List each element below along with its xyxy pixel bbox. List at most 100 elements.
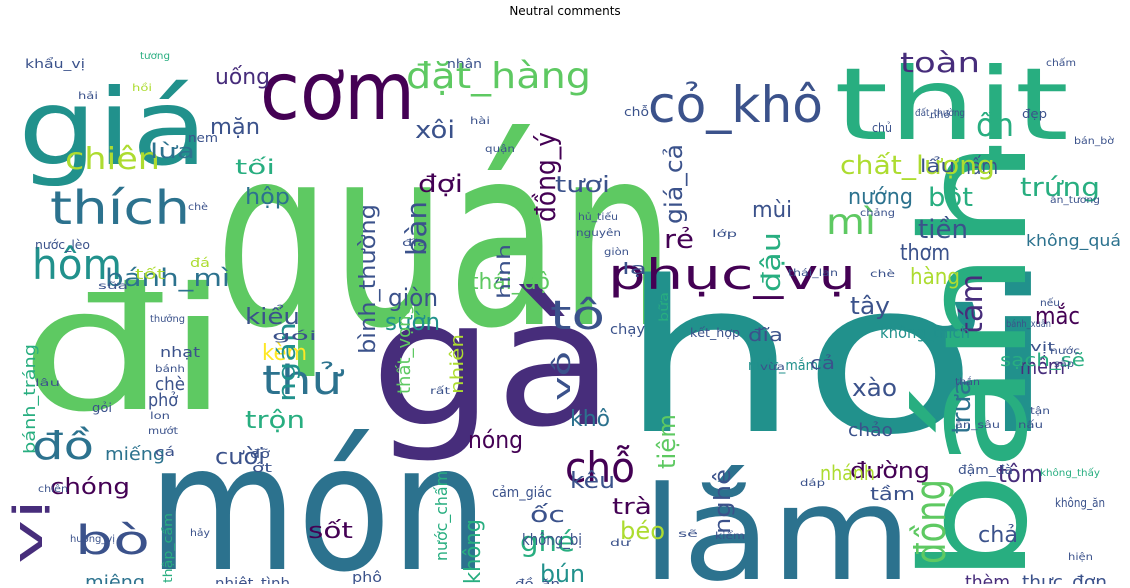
word-66: miếng [105,444,165,465]
word-171: bánh [155,363,185,375]
word-46: hàng [910,265,960,290]
word-1: hơi [618,236,1058,481]
word-28: toàn [900,46,980,79]
word-90: giá_cả [660,144,688,224]
word-161: hương_vị [70,534,115,545]
word-67: cười [215,445,265,470]
word-65: khô [570,407,610,432]
word-80: chả [978,523,1018,548]
word-49: thái_độ [470,270,550,295]
word-112: tốt [135,266,166,283]
word-52: giòn [388,284,438,312]
word-51: tám [955,274,990,334]
word-172: kiểm [715,529,745,542]
word-93: thất_vọng [394,304,415,394]
word-15: chiên [65,142,160,177]
word-130: thập_cẩm [161,513,175,583]
word-78: béo [620,517,665,545]
word-10: cỏ_khô [648,76,823,134]
word-20: đồng [906,479,955,564]
word-88: vô [548,351,576,401]
word-68: nóng [468,426,523,454]
word-169: rất [430,385,450,397]
word-114: nem [188,131,218,145]
word-143: thái_lan [788,267,838,279]
word-111: chủ [872,121,892,135]
word-159: nước [1050,345,1080,357]
word-33: đợi [418,170,463,198]
word-38: bột [928,183,973,213]
word-158: nếu [1040,297,1060,309]
word-151: ăn_tương [1050,195,1100,206]
word-135: đỡ [250,447,271,461]
word-129: gói [272,329,317,343]
word-17: tô [550,293,605,339]
word-81: miệng [85,572,145,584]
word-75: ốc [530,503,565,528]
word-76: trà [612,495,652,520]
word-6: lắm [642,458,912,584]
word-146: đất_thường [915,107,965,119]
word-156: hảy [190,527,210,539]
word-34: tươi [555,173,610,198]
word-85: không [461,519,486,584]
word-149: không_thấy [1040,467,1100,479]
word-152: chảng [860,207,895,219]
word-147: nhỏ [930,109,950,121]
word-72: tầm [870,484,915,505]
word-63: phở [148,390,178,411]
word-43: mùi [752,198,792,223]
word-101: không_bị [522,530,582,550]
word-48: rẻ [664,225,694,255]
word-170: lon [150,411,170,422]
word-84: nghê [711,469,736,534]
word-110: đẹp [1022,107,1047,121]
word-142: hủ_tiếu [578,211,618,223]
word-123: lâu [35,377,60,389]
word-11: đặt_hàng [406,56,591,97]
word-121: bữa [657,292,671,322]
word-86: tiệm [653,414,681,469]
word-53: sườn [385,308,440,336]
word-91: bình_thường [356,204,381,354]
word-77: sốt [308,519,353,544]
word-165: hiện [1068,551,1093,563]
word-30: xôi [415,116,455,144]
word-132: gỏi [92,401,112,415]
word-145: hài [470,115,490,127]
word-144: chè [870,268,895,280]
word-60: xào [852,374,897,402]
word-126: phô [352,570,382,584]
word-168: mướt [148,425,178,437]
word-127: đậm_đà [958,463,1013,477]
chart-title: Neutral comments [509,4,621,18]
word-131: chỗ [624,105,649,119]
word-109: chấm [1046,57,1076,69]
word-139: lớp [712,228,737,240]
word-100: nước_chấm [432,471,452,561]
word-173: sẽ [678,529,698,540]
word-97: không_quá [1026,231,1120,251]
word-74: chảo [848,420,893,441]
word-87: ngán [273,322,301,402]
word-138: nguyên [576,227,621,239]
word-164: ăn_sâu [955,419,1000,431]
word-36: lẩu [920,156,955,177]
word-56: đĩa [748,325,783,346]
word-162: sắp [1054,357,1074,370]
word-98: không_thích [880,323,970,343]
word-148: quận [485,143,515,155]
word-23: bò [75,518,150,564]
word-37: nướng [848,185,913,210]
word-64: trộn [245,406,305,434]
word-31: mặn [210,115,260,140]
word-155: thưởng [150,313,185,325]
word-163: tận [1030,405,1050,417]
word-25: ghé [520,525,575,558]
word-124: chiên [38,483,68,495]
word-120: lạ [622,259,647,278]
word-42: bàn [400,201,433,256]
word-61: trưa [947,379,977,434]
word-141: giòn [604,246,629,258]
